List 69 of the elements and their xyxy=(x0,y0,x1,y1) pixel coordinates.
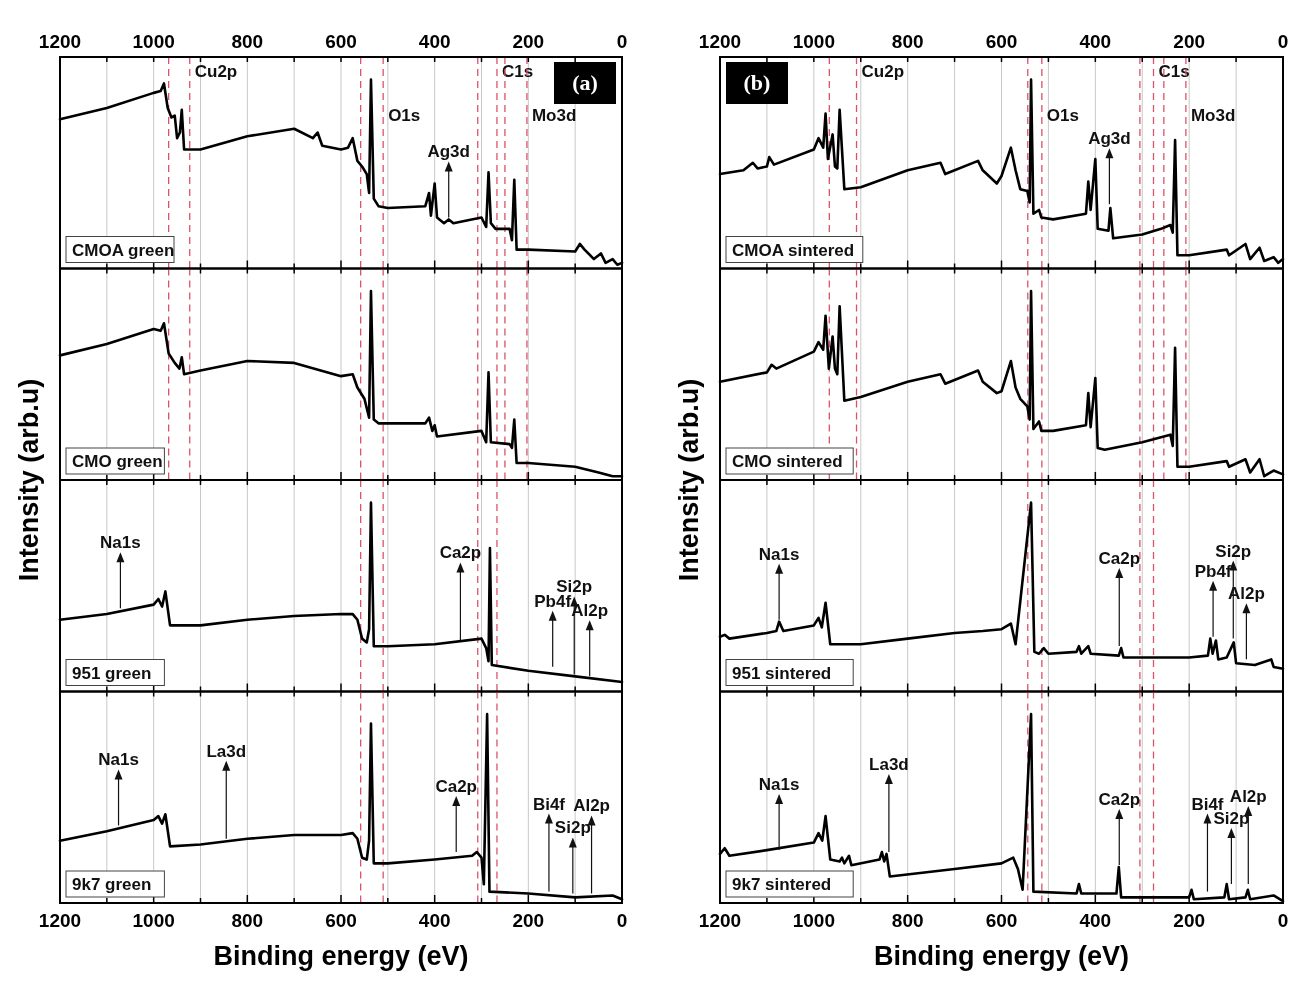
text: 951 green xyxy=(72,663,152,683)
x-axis-title: Binding energy (eV) xyxy=(213,941,469,971)
annotation: Na1s xyxy=(758,544,800,564)
x-tick-label: 0 xyxy=(616,910,628,931)
x-tick-label: 1000 xyxy=(792,31,835,52)
chart-title: (b) xyxy=(743,70,771,95)
annotation: Si2p xyxy=(1215,541,1252,561)
annotation: Pb4f xyxy=(534,591,572,611)
x-tick-label: 400 xyxy=(418,31,451,52)
x-tick-label: 200 xyxy=(1173,31,1206,52)
text: CMOA green xyxy=(72,240,175,260)
x-tick-label: 200 xyxy=(1173,910,1206,931)
text: 951 sintered xyxy=(732,663,832,683)
text: 9k7 sintered xyxy=(732,875,832,894)
y-axis-title: Intensity (arb.u) xyxy=(14,378,44,582)
annotation: Pb4f xyxy=(1194,561,1232,581)
x-tick-label: 1200 xyxy=(698,910,742,931)
ref-line-label: C1s xyxy=(1158,62,1190,81)
x-tick-label: 200 xyxy=(512,31,545,52)
x-tick-label: 1200 xyxy=(698,31,742,52)
x-tick-label: 400 xyxy=(1079,31,1112,52)
ref-line-label: Mo3d xyxy=(531,106,577,125)
x-tick-label: 0 xyxy=(616,31,628,52)
x-tick-label: 0 xyxy=(1277,910,1289,931)
annotation: Bi4f xyxy=(532,794,566,814)
annotation: Na1s xyxy=(758,775,800,795)
x-tick-label: 600 xyxy=(325,910,357,931)
x-tick-label: 1200 xyxy=(38,31,82,52)
y-axis-title: Intensity (arb.u) xyxy=(674,378,704,582)
annotation: La3d xyxy=(206,741,247,761)
x-tick-label: 400 xyxy=(418,910,451,931)
x-tick-label: 800 xyxy=(231,31,264,52)
x-tick-label: 1000 xyxy=(792,910,835,931)
annotation: Na1s xyxy=(98,750,139,770)
text: CMO green xyxy=(72,452,163,471)
chart-title: (a) xyxy=(572,70,598,95)
ref-line-label: Cu2p xyxy=(194,62,238,81)
annotation: Si2p xyxy=(554,818,591,838)
annotation: Al2p xyxy=(573,796,610,816)
x-tick-label: 800 xyxy=(231,910,264,931)
annotation: Ca2p xyxy=(435,776,477,796)
x-tick-label: 1200 xyxy=(38,910,82,931)
x-tick-label: 600 xyxy=(985,910,1018,931)
annotation: Ca2p xyxy=(1098,549,1141,569)
annotation: Al2p xyxy=(1229,787,1267,806)
x-tick-label: 800 xyxy=(891,910,924,931)
text: CMO sintered xyxy=(732,452,843,471)
annotation: Ag3d xyxy=(1088,129,1131,149)
x-tick-label: 600 xyxy=(985,31,1018,52)
x-tick-label: 0 xyxy=(1277,31,1289,52)
ref-line-label: Cu2p xyxy=(861,62,905,81)
x-tick-label: 400 xyxy=(1079,910,1112,931)
x-tick-label: 600 xyxy=(325,31,357,52)
text: 9k7 green xyxy=(72,875,152,894)
ref-line-label: O1s xyxy=(388,106,421,125)
annotation: Ag3d xyxy=(427,142,470,162)
annotation: Ca2p xyxy=(1098,790,1141,810)
annotation: La3d xyxy=(869,754,909,774)
x-tick-label: 1000 xyxy=(132,31,175,52)
annotation: Ca2p xyxy=(439,543,482,563)
text: CMOA sintered xyxy=(732,240,855,260)
x-tick-label: 1000 xyxy=(132,910,175,931)
ref-line-label: C1s xyxy=(501,62,534,81)
x-axis-title: Binding energy (eV) xyxy=(873,941,1130,971)
x-tick-label: 800 xyxy=(891,31,924,52)
annotation: Na1s xyxy=(100,533,141,553)
x-tick-label: 200 xyxy=(512,910,545,931)
ref-line-label: O1s xyxy=(1046,106,1079,125)
ref-line-label: Mo3d xyxy=(1190,106,1236,125)
